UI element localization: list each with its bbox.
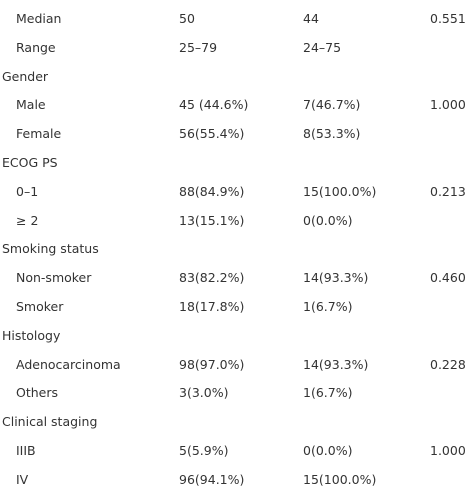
table-row: Female 56(55.4%) 8(53.3%) xyxy=(0,122,474,146)
row-label: ≥ 2 xyxy=(16,212,39,228)
table-row: Smoking status xyxy=(0,237,474,261)
table-row: Others 3(3.0%) 1(6.7%) xyxy=(0,381,474,405)
row-label: Male xyxy=(16,97,46,113)
row-label: IIIB xyxy=(16,443,36,458)
group-a-value: 96(94.1%) xyxy=(179,471,245,487)
group-a-value: 13(15.1%) xyxy=(179,212,245,228)
group-a-value: 18(17.8%) xyxy=(179,299,245,314)
p-value: 0.460 xyxy=(430,270,466,286)
row-label: Adenocarcinoma xyxy=(16,356,121,372)
group-a-value: 88(84.9%) xyxy=(179,183,245,199)
group-a-value: 45 (44.6%) xyxy=(179,97,249,113)
row-label: Non-smoker xyxy=(16,270,92,286)
row-label: Median xyxy=(16,11,62,26)
table-row: 0–1 88(84.9%) 15(100.0%) 0.213 xyxy=(0,180,474,204)
p-value: 1.000 xyxy=(430,443,466,458)
table-row: Non-smoker 83(82.2%) 14(93.3%) 0.460 xyxy=(0,266,474,290)
row-label: Others xyxy=(16,385,59,401)
row-label: ECOG PS xyxy=(2,155,58,170)
group-a-value: 25–79 xyxy=(179,39,218,55)
p-value: 0.551 xyxy=(430,11,466,26)
p-value: 0.213 xyxy=(430,183,466,199)
group-b-value: 8(53.3%) xyxy=(303,126,361,142)
table-row: ≥ 2 13(15.1%) 0(0.0%) xyxy=(0,209,474,233)
group-b-value: 1(6.7%) xyxy=(303,385,353,401)
group-b-value: 7(46.7%) xyxy=(303,97,361,113)
table-row: Median 50 44 0.551 xyxy=(0,7,474,31)
table-row: ECOG PS xyxy=(0,151,474,175)
group-b-value: 0(0.0%) xyxy=(303,212,353,228)
characteristics-table: Median 50 44 0.551 Range 25–79 24–75 Gender Male… xyxy=(0,7,474,487)
row-label: 0–1 xyxy=(16,183,39,199)
group-a-value: 98(97.0%) xyxy=(179,356,245,372)
row-label: Clinical staging xyxy=(2,414,98,430)
group-b-value: 15(100.0%) xyxy=(303,471,377,487)
table-row: Clinical staging xyxy=(0,410,474,434)
group-b-value: 14(93.3%) xyxy=(303,356,369,372)
group-b-value: 0(0.0%) xyxy=(303,443,353,458)
group-a-value: 50 xyxy=(179,11,195,26)
table-row: Histology xyxy=(0,324,474,348)
row-label: Range xyxy=(16,39,56,55)
group-b-value: 1(6.7%) xyxy=(303,299,353,314)
group-a-value: 83(82.2%) xyxy=(179,270,245,286)
group-a-value: 3(3.0%) xyxy=(179,385,229,401)
row-label: Gender xyxy=(2,68,49,84)
table-row: Adenocarcinoma 98(97.0%) 14(93.3%) 0.228 xyxy=(0,353,474,377)
table-row: Smoker 18(17.8%) 1(6.7%) xyxy=(0,295,474,319)
table-row: IIIB 5(5.9%) 0(0.0%) 1.000 xyxy=(0,439,474,463)
row-label: Smoker xyxy=(16,299,64,314)
group-b-value: 14(93.3%) xyxy=(303,270,369,286)
table-row: IV 96(94.1%) 15(100.0%) xyxy=(0,468,474,492)
row-label: Histology xyxy=(2,327,61,343)
row-label: IV xyxy=(16,471,29,487)
group-b-value: 44 xyxy=(303,11,319,26)
table-row: Gender xyxy=(0,65,474,89)
table-row: Range 25–79 24–75 xyxy=(0,36,474,60)
group-b-value: 15(100.0%) xyxy=(303,183,377,199)
group-a-value: 5(5.9%) xyxy=(179,443,229,458)
row-label: Female xyxy=(16,126,62,142)
group-a-value: 56(55.4%) xyxy=(179,126,245,142)
p-value: 0.228 xyxy=(430,356,466,372)
group-b-value: 24–75 xyxy=(303,39,342,55)
p-value: 1.000 xyxy=(430,97,466,113)
table-row: Male 45 (44.6%) 7(46.7%) 1.000 xyxy=(0,93,474,117)
row-label: Smoking status xyxy=(2,241,99,257)
